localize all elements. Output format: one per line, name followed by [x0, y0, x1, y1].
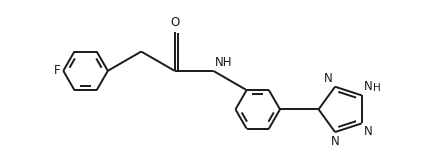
- Text: N: N: [364, 80, 372, 93]
- Text: F: F: [54, 64, 60, 77]
- Text: O: O: [170, 16, 179, 29]
- Text: H: H: [372, 83, 380, 93]
- Text: NH: NH: [215, 56, 232, 69]
- Text: N: N: [331, 135, 340, 148]
- Text: N: N: [324, 72, 333, 85]
- Text: N: N: [364, 125, 372, 138]
